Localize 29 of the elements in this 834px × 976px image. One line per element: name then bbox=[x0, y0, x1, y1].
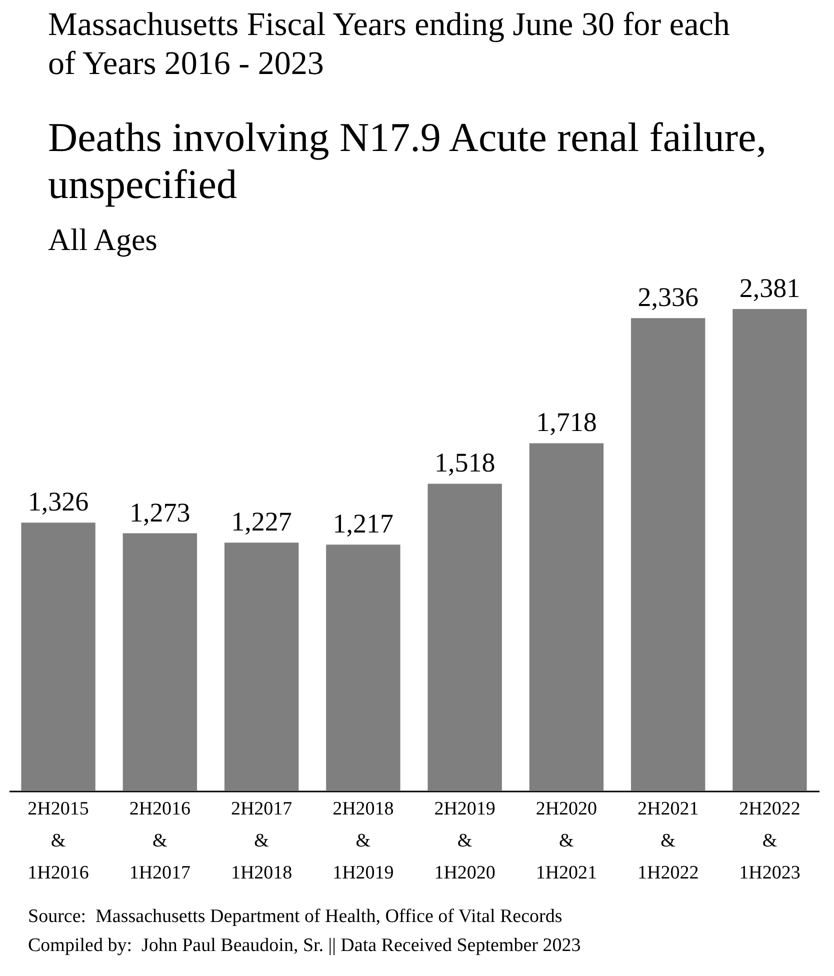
data-label: 2,381 bbox=[739, 273, 800, 303]
bar bbox=[21, 522, 96, 791]
data-label: 1,518 bbox=[434, 448, 496, 478]
x-tick-label: 2H2017 & 1H2018 bbox=[230, 798, 292, 884]
x-tick-label: 2H2020 & 1H2021 bbox=[536, 798, 598, 884]
x-tick-label: 2H2015 & 1H2016 bbox=[28, 798, 89, 884]
x-tick-label: 2H2021 & 1H2022 bbox=[637, 798, 699, 884]
text: Compiled by: John Paul Beaudoin, Sr. || Data Received September 2023 bbox=[28, 934, 581, 958]
data-label: 1,326 bbox=[28, 486, 89, 517]
x-tick-label: 2H2016 & 1H2017 bbox=[129, 798, 191, 884]
bar bbox=[224, 542, 299, 791]
x-tick-label: 2H2022 & 1H2023 bbox=[739, 798, 800, 884]
data-label: 1,227 bbox=[231, 506, 292, 537]
data-label: 1,217 bbox=[332, 508, 394, 539]
chart-subtitle: All Ages bbox=[48, 222, 158, 258]
data-label: 1,718 bbox=[536, 407, 597, 438]
bar bbox=[630, 318, 706, 791]
source-note: Source: Massachusetts Department of Health, Office of Vital Records bbox=[28, 905, 564, 929]
data-label: 1,273 bbox=[130, 497, 190, 528]
bar bbox=[529, 443, 604, 791]
bar bbox=[428, 484, 502, 791]
x-tick-label: 2H2019 & 1H2020 bbox=[434, 798, 496, 884]
bar bbox=[732, 309, 807, 791]
chart-title: Deaths involving N17.9 Acute renal failure, unspecified bbox=[48, 114, 768, 208]
bar bbox=[326, 544, 400, 791]
data-label: 2,336 bbox=[638, 282, 698, 312]
bar bbox=[122, 533, 198, 791]
x-tick-label: 2H2018 & 1H2019 bbox=[332, 798, 394, 884]
text: Massachusetts Fiscal Years ending June 30 for each of Years 2016 - 2023 bbox=[48, 6, 731, 84]
